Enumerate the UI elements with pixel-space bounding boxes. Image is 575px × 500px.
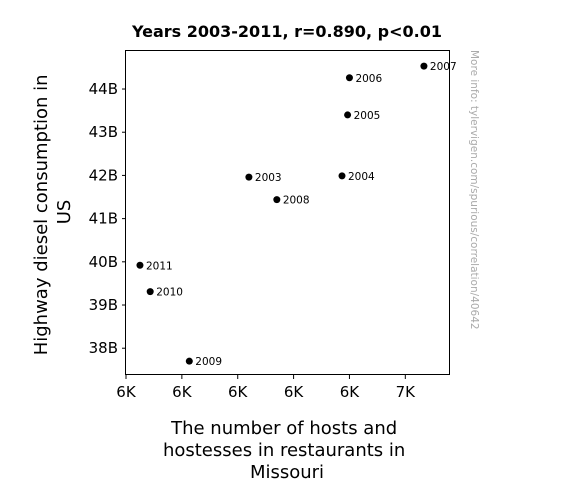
data-point [146,288,154,296]
data-point-label: 2007 [430,61,457,73]
chart-title: Years 2003-2011, r=0.890, p<0.01 [131,22,442,41]
x-axis-label: The number of hosts and hostesses in res… [163,418,411,483]
x-axis-label-line: Missouri [250,462,324,483]
data-point [185,357,193,365]
data-point-label: 2003 [255,172,282,184]
y-axis-ticks: 38B 39B 40B 41B 42B 43B 44B [89,80,126,357]
x-axis-label-line: The number of hosts and [170,418,397,439]
x-tick-label: 7K [396,383,417,401]
data-point [136,261,144,269]
data-point-label: 2008 [283,195,310,207]
plot-area [125,50,450,375]
data-point [273,196,281,204]
data-point-label: 2009 [195,356,222,368]
x-tick-label: 6K [116,383,137,401]
data-point [338,172,346,180]
x-tick-label: 6K [340,383,361,401]
y-tick-label: 38B [89,339,118,357]
data-point [344,111,352,119]
y-axis-label-line: US [54,200,75,225]
x-tick-label: 6K [172,383,193,401]
data-point-label: 2011 [146,260,173,272]
x-axis-ticks: 6K 6K 6K 6K 6K 7K [116,375,416,401]
y-tick-label: 39B [89,296,118,314]
x-tick-label: 6K [284,383,305,401]
y-tick-label: 40B [89,253,118,271]
y-tick-label: 42B [89,166,118,184]
x-axis-label-line: hostesses in restaurants in [163,440,405,461]
data-point-label: 2004 [348,171,375,183]
watermark-text: More info: tylervigen.com/spurious/corre… [468,50,480,330]
data-point-label: 2005 [354,110,381,122]
y-tick-label: 43B [89,123,118,141]
data-point [345,74,353,82]
data-point-label: 2010 [156,287,183,299]
data-points: 2003 2004 2005 2006 2007 2008 2009 2010 2011 [136,61,457,368]
y-tick-label: 44B [89,80,118,98]
x-tick-label: 6K [228,383,249,401]
data-point [245,173,253,181]
data-point [420,62,428,70]
data-point-label: 2006 [355,73,382,85]
y-axis-label: Highway diesel consumption in US [31,69,75,356]
y-axis-label-line: Highway diesel consumption in [31,74,52,355]
y-tick-label: 41B [89,210,118,228]
